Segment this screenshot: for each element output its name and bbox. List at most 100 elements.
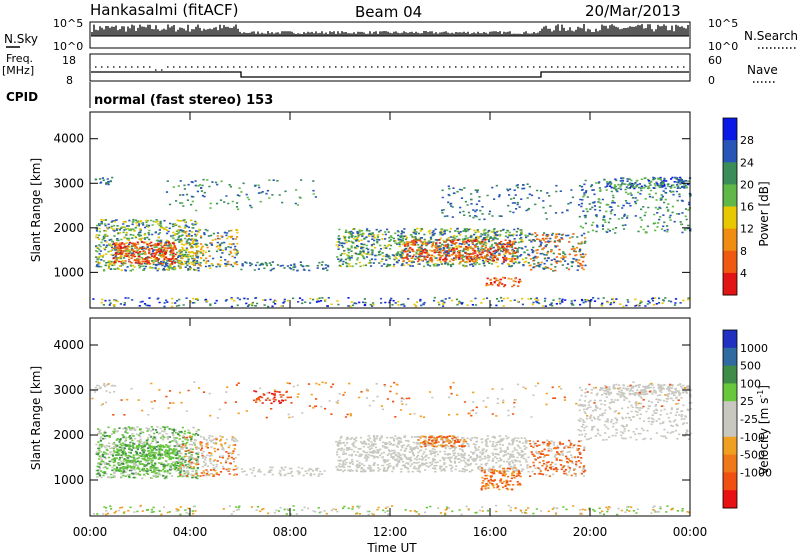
velocity-colorbar-swatch	[723, 490, 737, 509]
freq-panel: Freq. [MHz] 18 8 60 0 Nave CPID normal (…	[2, 52, 778, 108]
velocity-colorbar-swatch	[723, 454, 737, 473]
power-colorbar-tick: 12	[740, 223, 754, 236]
x-axis-label: Time UT	[366, 541, 417, 554]
power-ytick-label: 4000	[53, 132, 84, 146]
nsky-label: N.Sky	[4, 32, 38, 46]
xtick-label: 20:00	[573, 525, 608, 539]
velocity-colorbar-swatch	[723, 330, 737, 349]
echo-cells	[179, 435, 238, 477]
xtick-label: 12:00	[373, 525, 408, 539]
velocity-label-end: ]	[757, 385, 771, 390]
date-title: 20/Mar/2013	[585, 2, 681, 20]
nsearch-label: N.Search	[744, 29, 798, 43]
echo-cells	[252, 390, 292, 403]
echo-cells	[402, 239, 517, 263]
echo-cells	[529, 439, 587, 477]
velocity-ytick-label: 3000	[53, 383, 84, 397]
echo-cells	[105, 504, 691, 516]
echo-cells	[177, 228, 239, 270]
velocity-colorbar-tick: 25	[740, 395, 754, 408]
nsearch-tick-low: 10^0	[708, 40, 738, 53]
echo-cells	[166, 178, 315, 209]
echo-cells	[240, 261, 329, 272]
time-axis: 00:00 04:00 08:00 12:00 16:00 20:00 00:00	[73, 112, 708, 539]
echo-cells	[112, 241, 177, 265]
velocity-colorbar-tick: 100	[740, 377, 761, 390]
power-colorbar-tick: 24	[740, 156, 754, 169]
cpid-text: normal (fast stereo) 153	[94, 93, 273, 108]
power-panel: 1000 2000 3000 4000 Slant Range [km] 4 8 12 16…	[29, 111, 771, 309]
echo-cells	[335, 435, 530, 473]
beam-title: Beam 04	[355, 3, 422, 21]
power-colorbar-swatch	[723, 272, 737, 296]
velocity-colorbar-tick: 500	[740, 360, 761, 373]
xtick-label: 16:00	[473, 525, 508, 539]
xtick-label: 00:00	[73, 525, 108, 539]
velocity-colorbar-swatch	[723, 472, 737, 491]
echo-cells	[606, 176, 690, 190]
echo-cells	[480, 467, 521, 491]
echo-cells	[602, 383, 692, 397]
echo-cells	[102, 296, 690, 308]
echo-cells	[165, 179, 317, 207]
power-colorbar-swatch	[723, 140, 737, 163]
nsky-bars	[91, 24, 689, 37]
echo-cells	[240, 466, 326, 477]
echo-cells	[441, 183, 593, 221]
freq-line	[91, 71, 689, 78]
velocity-colorbar-swatch	[723, 383, 737, 402]
xtick-label: 00:00	[673, 525, 708, 539]
velocity-colorbar-tick: 1000	[740, 342, 768, 355]
echo-cells	[95, 219, 200, 272]
freq-unit: [MHz]	[2, 64, 34, 77]
station-title: Hankasalmi (fitACF)	[90, 1, 238, 19]
echo-cells	[94, 176, 114, 185]
echo-cells	[177, 228, 239, 269]
echo-cells	[527, 232, 587, 271]
freq-tick-low: 8	[66, 74, 73, 87]
velocity-colorbar-swatch	[723, 401, 737, 420]
echo-cells	[108, 297, 682, 308]
velocity-colorbar-tick: -1000	[740, 466, 772, 479]
echo-cells	[335, 227, 528, 268]
power-colorbar-swatch	[723, 184, 737, 207]
velocity-colorbar-frame	[722, 329, 738, 509]
velocity-panel: 1000 2000 3000 4000 Slant Range [km] 1000 50…	[29, 317, 772, 517]
power-colorbar-tick: 28	[740, 134, 754, 147]
power-colorbar-swatch	[723, 206, 737, 230]
echo-cells	[531, 439, 586, 477]
nsearch-tick-high: 10^5	[708, 17, 738, 30]
power-colorbar-swatch	[723, 250, 737, 274]
echo-cells	[92, 297, 678, 308]
velocity-colorbar-tick: -500	[740, 449, 765, 462]
xtick-label: 08:00	[273, 525, 308, 539]
power-colorbar-swatch	[723, 118, 737, 141]
power-ytick-label: 1000	[53, 265, 84, 279]
echo-cells	[112, 444, 182, 473]
velocity-colorbar-label: Velocity [m s-1]	[756, 385, 771, 475]
nave-tick-high: 60	[708, 54, 722, 67]
velocity-data	[91, 381, 693, 516]
velocity-ylabel: Slant Range [km]	[29, 366, 43, 470]
echo-cells	[178, 229, 239, 269]
velocity-colorbar-tick: -25	[740, 413, 758, 426]
cpid-label: CPID	[6, 90, 38, 104]
power-colorbar-tick: 8	[740, 245, 747, 258]
power-y-axis: 1000 2000 3000 4000	[53, 132, 690, 279]
power-colorbar-tick: 20	[740, 178, 754, 191]
power-colorbar: 4 8 12 16 20 24 28	[722, 117, 754, 296]
freq-trace	[91, 66, 689, 78]
velocity-colorbar-swatch	[723, 347, 737, 367]
power-colorbar-tick: 16	[740, 201, 754, 214]
velocity-colorbar-swatch	[723, 419, 737, 438]
nsky-tick-high: 10^5	[53, 17, 83, 30]
echo-cells	[337, 227, 530, 268]
power-colorbar-label: Power [dB]	[757, 181, 771, 246]
echo-cells	[577, 385, 693, 441]
echo-cells	[178, 229, 239, 267]
echo-cells	[419, 435, 466, 448]
echo-cells	[112, 241, 176, 265]
echo-cells	[528, 440, 586, 477]
echo-cells	[113, 444, 183, 472]
